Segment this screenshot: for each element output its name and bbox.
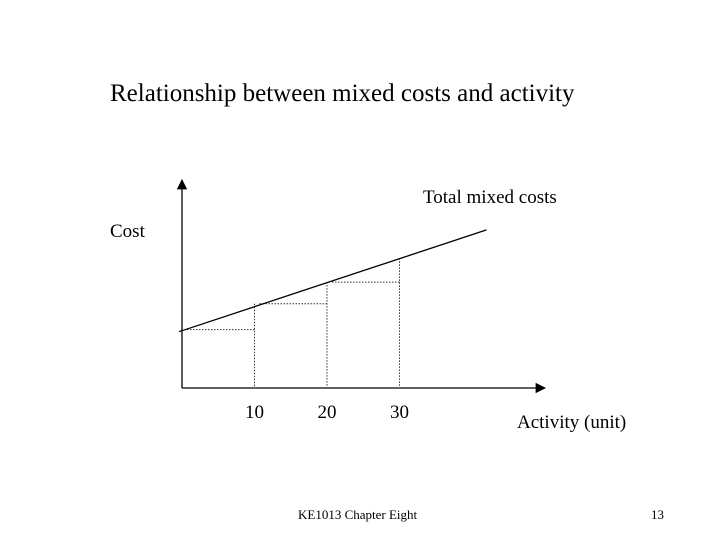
page-number: 13: [651, 507, 664, 522]
x-tick-label-10: 10: [245, 402, 264, 423]
footer-course-label: KE1013 Chapter Eight: [298, 507, 418, 522]
chart-plot-layer: 10 20 30: [176, 178, 547, 423]
x-tick-label-20: 20: [318, 402, 337, 423]
x-tick-label-30: 30: [390, 402, 409, 423]
total-mixed-costs-label: Total mixed costs: [423, 187, 557, 208]
x-axis-label: Activity (unit): [517, 412, 626, 433]
y-axis-label: Cost: [110, 221, 146, 242]
total-mixed-costs-line: [178, 229, 487, 333]
slide-title: Relationship between mixed costs and act…: [110, 80, 575, 107]
